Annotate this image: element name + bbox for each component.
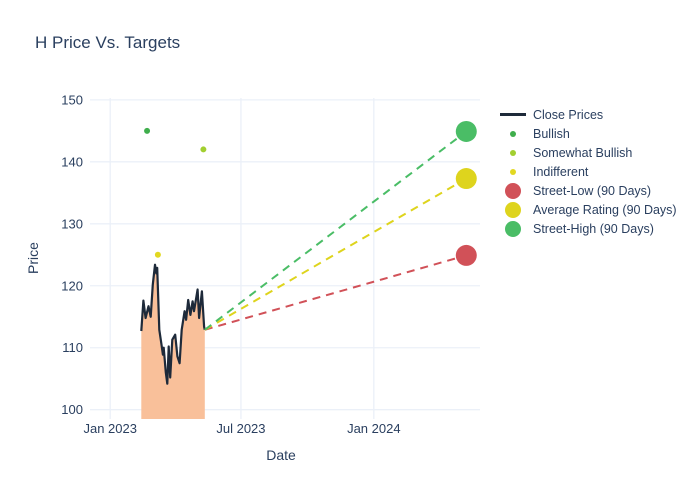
legend-item-indifferent[interactable]: Indifferent: [498, 162, 677, 181]
target-marker-street-low-90-days: [455, 244, 477, 266]
legend-label: Bullish: [533, 126, 570, 141]
legend-dot-icon: [498, 149, 528, 156]
x-axis-title: Date: [266, 447, 296, 463]
rating-dot-bullish: [144, 127, 151, 134]
legend-dot-icon: [498, 130, 528, 137]
legend-label: Street-Low (90 Days): [533, 183, 652, 198]
legend-line-swatch: [498, 113, 528, 116]
legend-label: Somewhat Bullish: [533, 145, 633, 160]
legend-item-somewhat-bullish[interactable]: Somewhat Bullish: [498, 143, 677, 162]
legend-item-street-high-90-days[interactable]: Street-High (90 Days): [498, 219, 677, 238]
legend-item-street-low-90-days[interactable]: Street-Low (90 Days): [498, 181, 677, 200]
y-tick-label: 140: [61, 154, 83, 169]
legend-dot-icon: [498, 220, 528, 237]
legend-swatch-close-prices: [500, 113, 526, 116]
legend-item-bullish[interactable]: Bullish: [498, 124, 677, 143]
legend-item-average-rating-90-days[interactable]: Average Rating (90 Days): [498, 200, 677, 219]
x-tick-label: Jan 2024: [347, 421, 401, 436]
target-line-average-rating-90-days: [204, 177, 467, 331]
x-tick-label: Jul 2023: [216, 421, 265, 436]
legend-dot-icon: [498, 201, 528, 218]
legend-label: Street-High (90 Days): [533, 221, 654, 236]
target-line-street-high-90-days: [204, 130, 467, 331]
y-tick-label: 150: [61, 92, 83, 107]
legend-swatch-street-high-90-days: [505, 220, 521, 237]
chart-title: H Price Vs. Targets: [35, 33, 181, 52]
legend-label: Average Rating (90 Days): [533, 202, 677, 217]
target-marker-average-rating-90-days: [455, 168, 477, 190]
legend-label: Close Prices: [533, 107, 604, 122]
legend-swatch-bullish: [510, 130, 516, 137]
legend-swatch-somewhat-bullish: [510, 149, 516, 156]
rating-dot-somewhat-bullish: [200, 146, 207, 153]
legend-swatch-indifferent: [510, 168, 516, 175]
target-marker-street-high-90-days: [455, 120, 477, 142]
legend-swatch-average-rating-90-days: [505, 201, 521, 218]
legend-dot-icon: [498, 168, 528, 175]
legend-item-close-prices[interactable]: Close Prices: [498, 105, 677, 124]
legend: Close Prices Bullish Somewhat Bullish Indif…: [498, 105, 677, 238]
legend-dot-icon: [498, 182, 528, 199]
close-price-line: [140, 263, 206, 385]
x-tick-label: Jan 2023: [83, 421, 137, 436]
y-tick-label: 120: [61, 278, 83, 293]
legend-label: Indifferent: [533, 164, 589, 179]
target-line-street-low-90-days: [204, 254, 467, 331]
y-tick-label: 100: [61, 402, 83, 417]
y-tick-label: 130: [61, 216, 83, 231]
legend-swatch-street-low-90-days: [505, 182, 521, 199]
rating-dot-indifferent: [154, 251, 161, 258]
y-tick-label: 110: [62, 340, 83, 355]
